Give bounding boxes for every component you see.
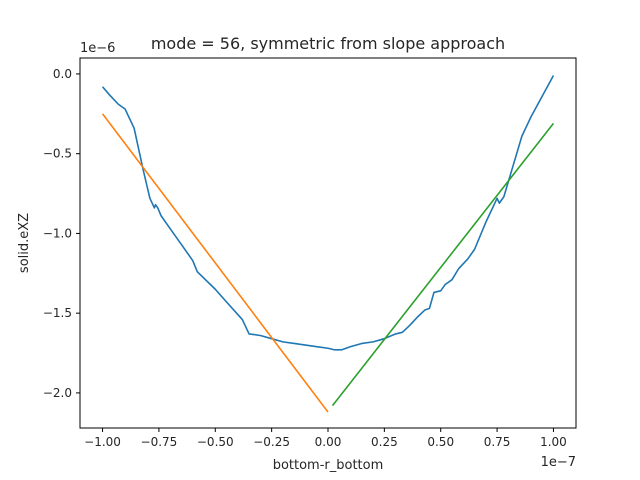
x-tick-label: 0.75	[484, 435, 511, 449]
y-tick-label: 0.0	[53, 67, 72, 81]
x-tick-label: −0.75	[141, 435, 178, 449]
x-tick-label: −0.50	[197, 435, 234, 449]
plot-frame	[79, 57, 577, 429]
series-line-3	[331, 122, 555, 407]
x-offset-label: 1e−7	[541, 455, 576, 470]
y-offset-label: 1e−6	[80, 41, 115, 56]
x-tick-label: 1.00	[540, 435, 567, 449]
y-tick-label: −1.5	[43, 306, 72, 320]
x-tick-label: 0.50	[427, 435, 454, 449]
x-tick-label: 0.00	[315, 435, 342, 449]
series-line-1	[101, 75, 555, 351]
y-axis-label: solid.eXZ	[17, 213, 32, 273]
x-tick-label: −1.00	[84, 435, 121, 449]
series-layer	[101, 75, 555, 413]
x-tick-label: 0.25	[371, 435, 398, 449]
y-tick-label: −2.0	[43, 386, 72, 400]
chart-title: mode = 56, symmetric from slope approach	[151, 34, 505, 53]
y-tick-label: −1.0	[43, 226, 72, 240]
x-axis-label: bottom-r_bottom	[273, 458, 384, 473]
x-tick-label: −0.25	[253, 435, 290, 449]
series-line-2	[101, 113, 329, 413]
ticks-layer: −1.00 −0.75 −0.50 −0.25 0.00 0.25 0.50 0.75 1.00…	[43, 67, 567, 449]
y-tick-label: −0.5	[43, 147, 72, 161]
